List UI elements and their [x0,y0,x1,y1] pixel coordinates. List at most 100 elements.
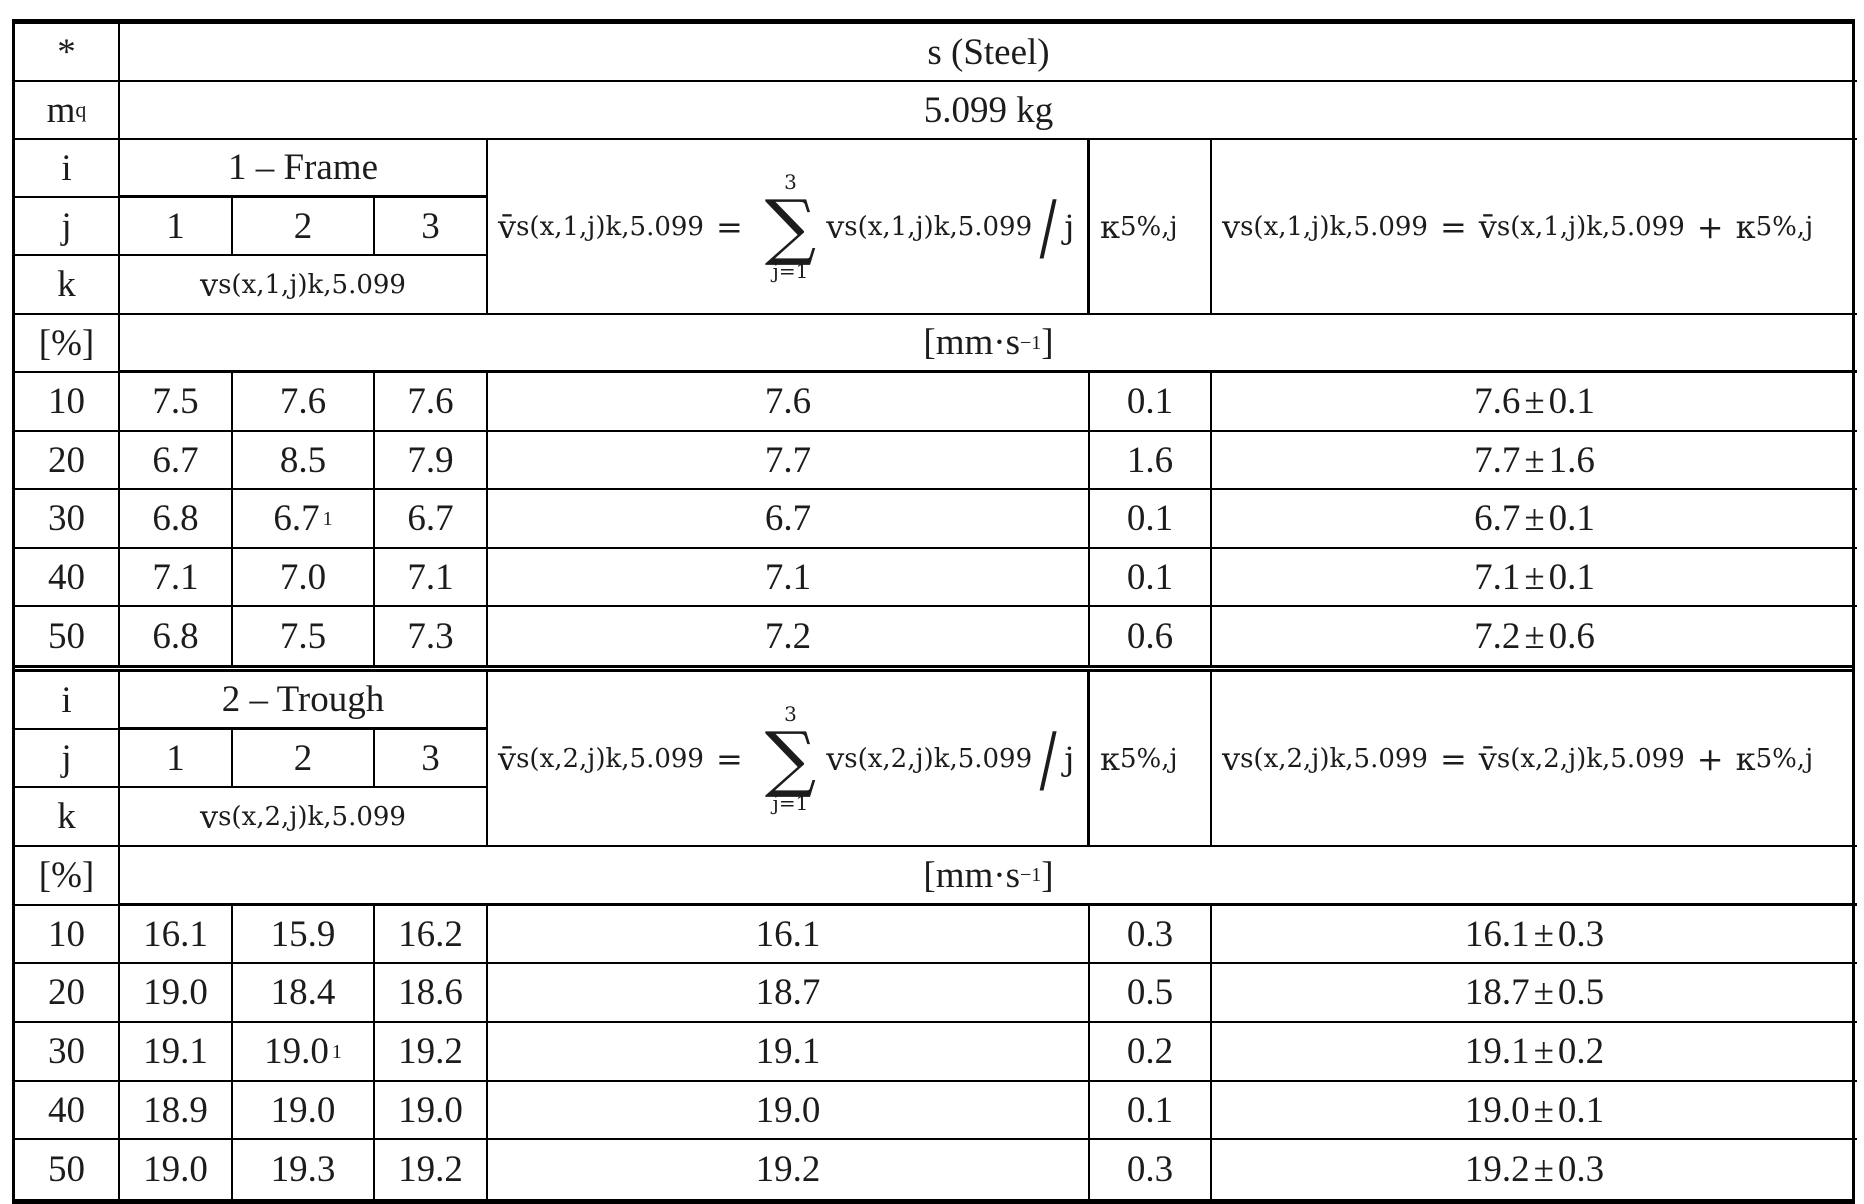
speed-symbol-header: v s(x,1,j)k,5.099 [120,256,488,315]
j-value-1: 1 [120,730,233,788]
result-subscript: s(x,2,j)k,5.099 [1240,743,1428,774]
unit-speed: [mm·s −1] [120,847,1857,906]
row-label-i: i [15,672,120,730]
mean-symbol: v̄ [1478,739,1497,778]
table-row-k: 20 [15,432,120,490]
v1-value: 19.0 [143,972,208,1013]
equals-sign: = [1439,207,1467,246]
error-value: 0.1 [1557,1089,1605,1131]
unit-speed-exponent: −1 [1020,864,1042,886]
cell-result: 6.7 ±0.1 [1212,490,1857,549]
result-value: 19.0 [1464,1089,1530,1131]
result-value: 7.1 [1474,556,1521,598]
v1-value: 18.9 [143,1089,208,1131]
cell-mean: 7.6 [488,373,1090,432]
k-value: 30 [48,498,85,539]
division-slash-icon: / [1039,716,1057,801]
cell-mean: 6.7 [488,490,1090,549]
cell-v2: 7.6 [233,373,375,432]
cell-v3: 16.2 [375,906,488,964]
mean-value: 19.2 [755,1149,821,1190]
cell-v2: 6.7 1 [233,490,375,549]
divisor: j [1064,739,1075,778]
k-label: k [57,796,76,837]
mean-subscript: s(x,1,j)k,5.099 [516,211,704,242]
kappa-subscript: 5%,j [1120,211,1178,242]
k-value: 10 [48,381,85,422]
error-value: 0.1 [1548,381,1595,422]
plus-minus-icon: ± [1533,1089,1554,1131]
cell-mean: 16.1 [488,906,1090,964]
j-value-2: 2 [233,730,375,788]
kappa-value: 0.1 [1126,1089,1174,1131]
plus-minus-icon: ± [1524,498,1545,539]
row-label-j: j [15,730,120,788]
kappa-value: 1.6 [1126,439,1174,481]
cell-v3: 7.6 [375,373,488,432]
cell-v1: 7.1 [120,549,233,607]
kappa-header: κ 5%,j [1090,672,1212,847]
v3-value: 7.6 [407,381,454,422]
table-row-k: 30 [15,1023,120,1082]
section-label: 2 – Trough [120,672,488,730]
mass-value: 5.099 kg [120,82,1857,140]
v3-value: 19.2 [398,1031,463,1072]
v2-value: 18.4 [270,972,336,1013]
cell-v1: 16.1 [120,906,233,964]
v3-value: 7.1 [407,556,454,598]
v1-value: 6.8 [152,498,199,539]
plus-sign: + [1696,207,1724,246]
summation: 3 ∑ j=1 [765,172,816,280]
unit-percent: [%] [15,315,120,373]
j-value-text: 2 [293,737,313,779]
mean-subscript: s(x,2,j)k,5.099 [1496,743,1685,774]
kappa-value: 0.1 [1126,556,1174,598]
table-row-k: 20 [15,964,120,1023]
cell-kappa: 0.5 [1090,964,1212,1023]
plus-minus-icon: ± [1524,615,1545,657]
k-value: 50 [48,1149,85,1190]
cell-v1: 18.9 [120,1082,233,1140]
mean-symbol: v̄ [498,207,517,246]
mean-value: 19.1 [755,1031,821,1072]
section-name: 1 – Frame [227,147,379,188]
v3-value: 19.0 [398,1089,463,1131]
cell-kappa: 1.6 [1090,432,1212,490]
v1-value: 6.8 [152,615,199,657]
kappa-header: κ 5%,j [1090,140,1212,315]
result-value: 7.6 [1474,381,1521,422]
row-label-j: j [15,198,120,256]
cell-v2: 7.5 [233,607,375,665]
j-value-text: 3 [421,205,440,247]
cell-v2: 18.4 [233,964,375,1023]
plus-minus-icon: ± [1524,556,1545,598]
cell-v1: 19.0 [120,964,233,1023]
v3-value: 6.7 [407,498,454,539]
plus-minus-icon: ± [1533,913,1554,955]
cell-result: 19.2 ±0.3 [1212,1140,1857,1199]
kappa-value: 0.3 [1126,1149,1174,1190]
k-value: 20 [48,972,85,1013]
equals-sign: = [1439,739,1467,778]
result-symbol: v [1222,207,1241,246]
v3-value: 16.2 [398,913,463,955]
speed-subscript: s(x,2,j)k,5.099 [218,801,406,832]
kappa-value: 0.1 [1126,381,1174,422]
cell-mean: 19.0 [488,1082,1090,1140]
mean-symbol: v̄ [498,739,517,778]
kappa-subscript: 5%,j [1120,743,1178,774]
equals-sign: = [715,739,743,778]
cell-v3: 18.6 [375,964,488,1023]
cell-v1: 6.8 [120,607,233,665]
error-value: 0.5 [1557,972,1605,1013]
k-value: 30 [48,1031,85,1072]
row-label-k: k [15,788,120,847]
error-value: 0.3 [1557,913,1605,955]
cell-mean: 7.2 [488,607,1090,665]
plus-sign: + [1696,739,1724,778]
unit-percent-text: [%] [38,855,95,896]
v3-value: 19.2 [398,1149,463,1190]
result-value: 7.2 [1474,615,1521,657]
row-label-i: i [15,140,120,198]
